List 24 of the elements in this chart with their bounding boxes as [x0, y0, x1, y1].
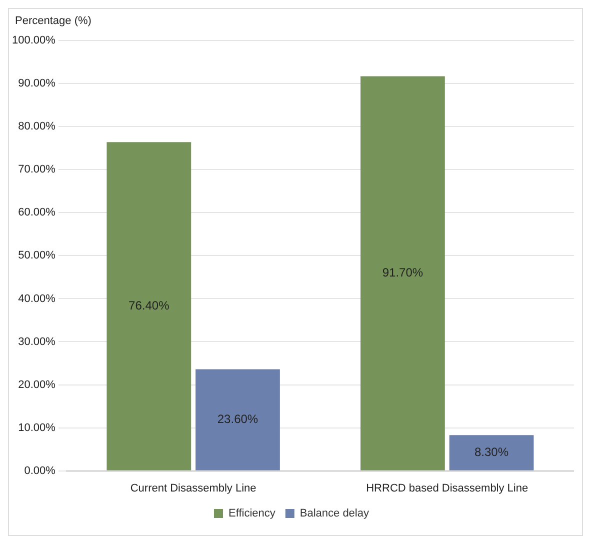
legend-label: Efficiency — [228, 508, 276, 520]
data-label: 8.30% — [474, 445, 509, 460]
y-tick-label: 30.00% — [18, 336, 56, 348]
y-tick-label: 50.00% — [18, 250, 56, 262]
y-tick-label: 40.00% — [18, 292, 56, 305]
y-tick-label: 0.00% — [24, 464, 56, 477]
y-tick-label: 100.00% — [12, 34, 56, 47]
data-label: 91.70% — [382, 266, 424, 280]
y-tick-label: 90.00% — [18, 78, 56, 90]
y-tick-label: 10.00% — [18, 422, 56, 434]
bar — [449, 435, 534, 470]
x-tick-label: Current Disassembly Line — [130, 482, 256, 494]
y-tick-label: 70.00% — [18, 164, 56, 176]
y-tick-label: 60.00% — [18, 206, 56, 219]
bar — [106, 142, 192, 470]
legend-label: Balance delay — [300, 508, 370, 520]
y-tick-label: 20.00% — [18, 378, 56, 391]
bar — [360, 76, 445, 470]
y-tick-label: 80.00% — [18, 120, 56, 133]
y-axis-title: Percentage (%) — [15, 15, 92, 29]
bar — [196, 369, 280, 470]
data-label: 76.40% — [128, 298, 170, 313]
x-tick-label: HRRCD based Disassembly Line — [366, 482, 528, 494]
data-label: 23.60% — [217, 412, 258, 426]
